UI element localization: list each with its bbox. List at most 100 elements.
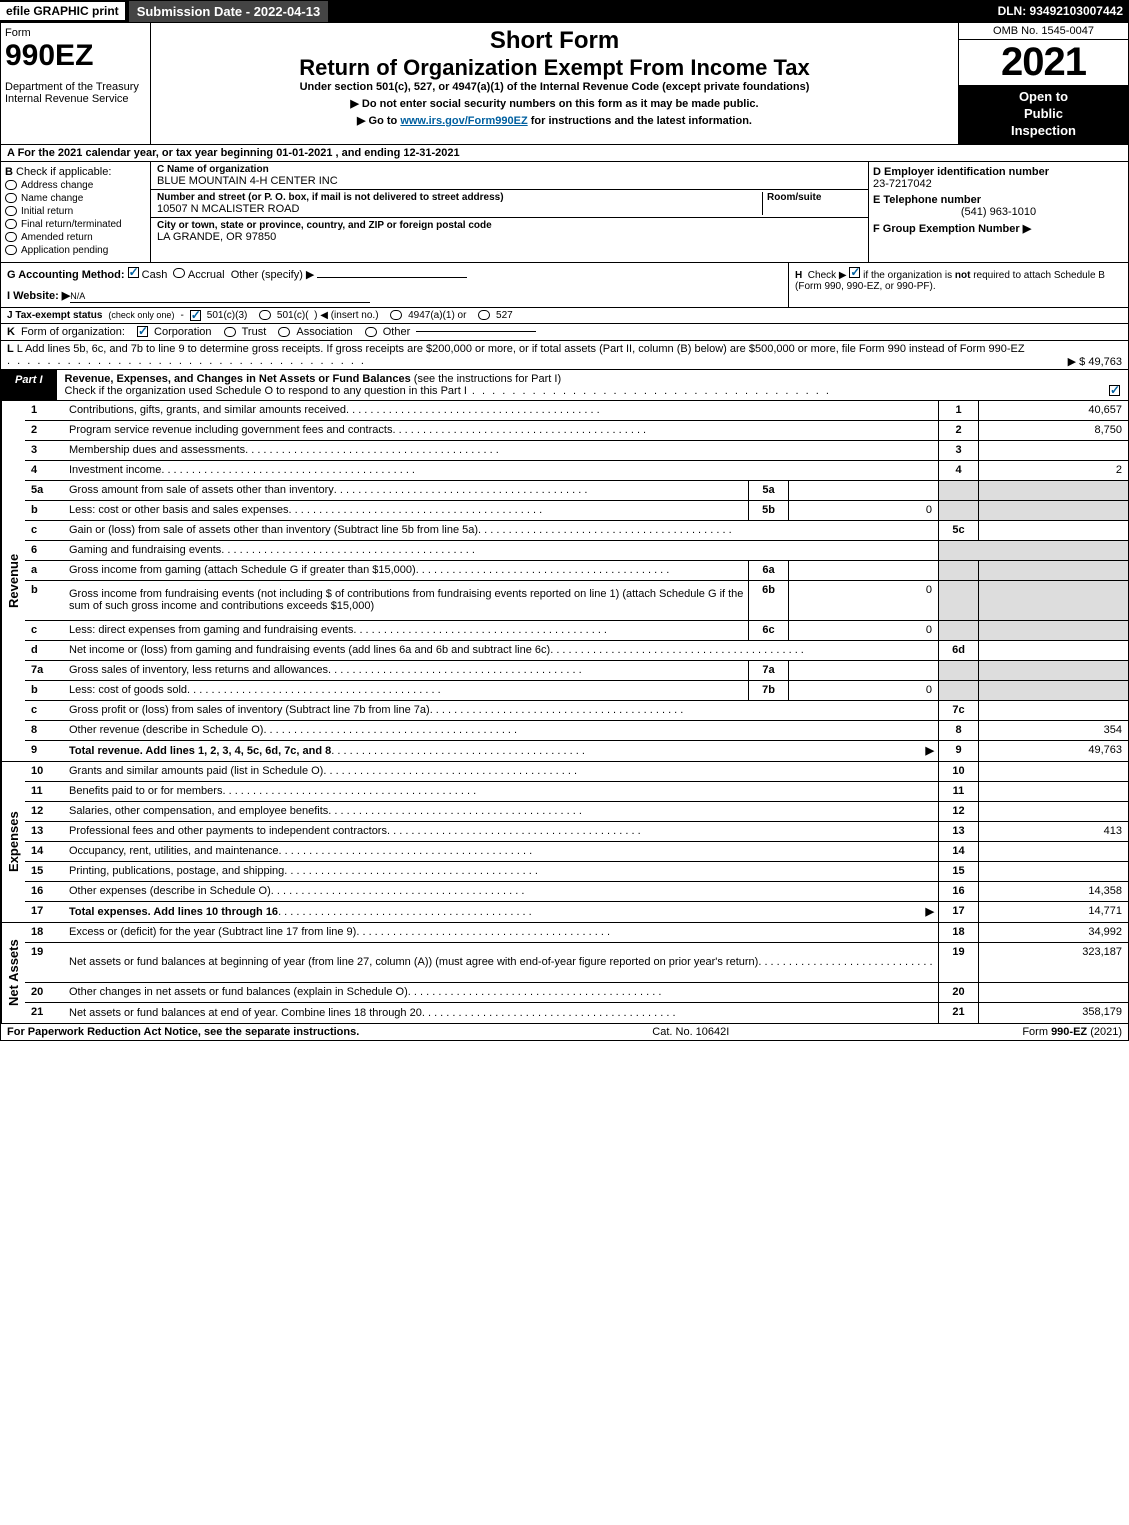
f-label: F Group Exemption Number ▶ — [873, 222, 1124, 235]
right-line-number: 11 — [938, 782, 978, 801]
return-title: Return of Organization Exempt From Incom… — [155, 55, 954, 81]
table-row: 20Other changes in net assets or fund ba… — [25, 983, 1128, 1003]
open-1: Open to — [963, 89, 1124, 106]
footer-right-post: (2021) — [1087, 1026, 1122, 1038]
table-row: cGain or (loss) from sale of assets othe… — [25, 521, 1128, 541]
table-row: cLess: direct expenses from gaming and f… — [25, 621, 1128, 641]
part1-title: Revenue, Expenses, and Changes in Net As… — [57, 370, 1128, 400]
b-checkbox-item[interactable]: Final return/terminated — [5, 219, 146, 230]
right-value: 354 — [978, 721, 1128, 740]
shaded-cell — [938, 681, 978, 700]
cash-checkbox[interactable] — [128, 267, 139, 278]
j-501c-checkbox[interactable] — [259, 310, 271, 320]
table-row: dNet income or (loss) from gaming and fu… — [25, 641, 1128, 661]
b-checkbox-item[interactable]: Address change — [5, 180, 146, 191]
j-527-checkbox[interactable] — [478, 310, 490, 320]
shaded-cell — [978, 581, 1128, 620]
checkbox-icon[interactable] — [5, 193, 17, 203]
ein-value: 23-7217042 — [873, 178, 1124, 190]
line-description: Gross amount from sale of assets other t… — [65, 481, 748, 500]
k-corp-checkbox[interactable] — [137, 326, 148, 337]
shaded-cell — [978, 621, 1128, 640]
j-501c3-checkbox[interactable] — [190, 310, 201, 321]
header-center: Short Form Return of Organization Exempt… — [151, 23, 958, 144]
checkbox-icon[interactable] — [5, 206, 17, 216]
inner-line-number: 5b — [748, 501, 788, 520]
inner-line-number: 6b — [748, 581, 788, 620]
checkbox-icon[interactable] — [5, 232, 17, 242]
checkbox-icon[interactable] — [5, 245, 17, 255]
line-number: d — [25, 641, 65, 660]
phone-value: (541) 963-1010 — [873, 206, 1124, 218]
table-row: 18Excess or (deficit) for the year (Subt… — [25, 923, 1128, 943]
table-row: 13Professional fees and other payments t… — [25, 822, 1128, 842]
checkbox-icon[interactable] — [5, 180, 17, 190]
b-checkbox-item[interactable]: Initial return — [5, 206, 146, 217]
part1-tab: Part I — [1, 370, 57, 400]
org-name: BLUE MOUNTAIN 4-H CENTER INC — [157, 175, 862, 187]
line-description: Net assets or fund balances at beginning… — [65, 943, 938, 982]
right-value: 40,657 — [978, 401, 1128, 420]
right-value — [978, 983, 1128, 1002]
inner-value: 0 — [788, 581, 938, 620]
line-number: a — [25, 561, 65, 580]
line-description: Other changes in net assets or fund bala… — [65, 983, 938, 1002]
shaded-cell — [938, 661, 978, 680]
k-assoc-checkbox[interactable] — [278, 327, 290, 337]
k-other-checkbox[interactable] — [365, 327, 377, 337]
arrow2-post: for instructions and the latest informat… — [528, 115, 752, 127]
row-a-calendar-year: A For the 2021 calendar year, or tax yea… — [0, 145, 1129, 162]
line-number: 11 — [25, 782, 65, 801]
line-number: 9 — [25, 741, 65, 761]
j-4947-checkbox[interactable] — [390, 310, 402, 320]
right-line-number: 18 — [938, 923, 978, 942]
table-row: 8Other revenue (describe in Schedule O) … — [25, 721, 1128, 741]
accrual-checkbox[interactable] — [173, 268, 185, 278]
line-description: Total expenses. Add lines 10 through 16 … — [65, 902, 938, 922]
expenses-side-label: Expenses — [1, 762, 25, 922]
arrow-line-2: ▶ Go to www.irs.gov/Form990EZ for instru… — [155, 114, 954, 127]
right-line-number: 1 — [938, 401, 978, 420]
table-row: 10Grants and similar amounts paid (list … — [25, 762, 1128, 782]
inner-line-number: 5a — [748, 481, 788, 500]
inner-value — [788, 661, 938, 680]
right-value: 14,358 — [978, 882, 1128, 901]
line-description: Occupancy, rent, utilities, and maintena… — [65, 842, 938, 861]
b-checkbox-item[interactable]: Name change — [5, 193, 146, 204]
table-row: bLess: cost or other basis and sales exp… — [25, 501, 1128, 521]
irs-link[interactable]: www.irs.gov/Form990EZ — [400, 115, 527, 127]
line-number: c — [25, 621, 65, 640]
right-line-number: 4 — [938, 461, 978, 480]
efile-label[interactable]: efile GRAPHIC print — [0, 2, 125, 20]
b-checkbox-item[interactable]: Amended return — [5, 232, 146, 243]
right-value — [978, 762, 1128, 781]
line-number: 4 — [25, 461, 65, 480]
line-description: Gross profit or (loss) from sales of inv… — [65, 701, 938, 720]
line-description: Professional fees and other payments to … — [65, 822, 938, 841]
b-checkbox-item[interactable]: Application pending — [5, 245, 146, 256]
part1-schedule-o-checkbox[interactable] — [1109, 385, 1120, 396]
h-checkbox[interactable] — [849, 267, 860, 278]
inner-value: 0 — [788, 621, 938, 640]
table-row: bGross income from fundraising events (n… — [25, 581, 1128, 621]
right-value: 358,179 — [978, 1003, 1128, 1023]
line-description: Membership dues and assessments . . . . … — [65, 441, 938, 460]
line-number: 20 — [25, 983, 65, 1002]
k-trust-checkbox[interactable] — [224, 327, 236, 337]
gh-row: G Accounting Method: Cash Accrual Other … — [0, 263, 1129, 308]
shaded-cell — [938, 501, 978, 520]
right-value — [978, 441, 1128, 460]
b-item-label: Address change — [21, 180, 93, 191]
table-row: 3Membership dues and assessments . . . .… — [25, 441, 1128, 461]
line-number: 1 — [25, 401, 65, 420]
line-number: 14 — [25, 842, 65, 861]
right-value: 34,992 — [978, 923, 1128, 942]
header-left: Form 990EZ Department of the Treasury In… — [1, 23, 151, 144]
right-line-number: 17 — [938, 902, 978, 922]
right-line-number: 9 — [938, 741, 978, 761]
row-l: L L Add lines 5b, 6c, and 7b to line 9 t… — [0, 341, 1129, 370]
right-value: 8,750 — [978, 421, 1128, 440]
checkbox-icon[interactable] — [5, 219, 17, 229]
org-address: 10507 N MCALISTER ROAD — [157, 203, 762, 215]
footer: For Paperwork Reduction Act Notice, see … — [0, 1024, 1129, 1041]
